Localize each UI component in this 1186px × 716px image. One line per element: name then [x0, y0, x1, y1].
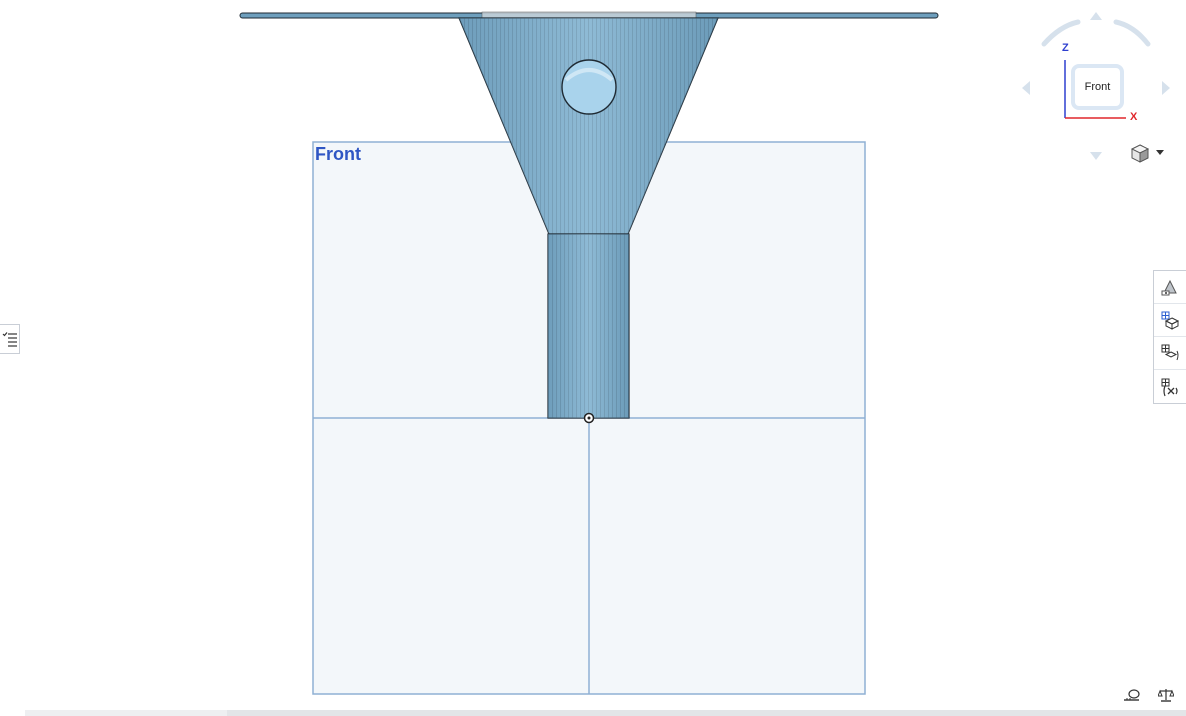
- display-states-button[interactable]: [1154, 304, 1186, 337]
- view-cube[interactable]: Front Z X: [1020, 8, 1170, 168]
- configurations-button[interactable]: [1154, 337, 1186, 370]
- rotate-right-arrow: [1113, 19, 1151, 47]
- measure-button[interactable]: [1122, 686, 1142, 704]
- mass-properties-button[interactable]: [1156, 686, 1176, 704]
- axis-z-label: Z: [1062, 42, 1069, 54]
- view-cube-menu[interactable]: [1130, 142, 1170, 164]
- nav-right-triangle: [1162, 81, 1170, 95]
- view-cube-arrows: [1022, 12, 1170, 160]
- variables-button[interactable]: [1154, 370, 1186, 403]
- view-cube-face[interactable]: Front: [1071, 64, 1124, 110]
- rotate-left-arrow: [1041, 19, 1081, 47]
- cube-icon: [1130, 144, 1150, 163]
- nav-up-triangle: [1090, 12, 1102, 20]
- measure-tape-icon: [1124, 689, 1140, 701]
- plane-label: Front: [315, 144, 361, 164]
- axis-x-label: X: [1130, 111, 1138, 123]
- horizontal-scrollbar[interactable]: [25, 710, 1186, 716]
- nav-down-triangle: [1090, 152, 1102, 160]
- appearance-button[interactable]: [1154, 271, 1186, 304]
- view-config-icon: [1161, 344, 1179, 361]
- model-part[interactable]: [239, 11, 939, 419]
- feature-list-toggle[interactable]: [0, 324, 20, 354]
- appearance-icon: [1161, 279, 1177, 296]
- mass-properties-icon: [1158, 689, 1174, 702]
- display-states-icon: [1161, 311, 1180, 330]
- right-toolbar: [1153, 270, 1186, 404]
- origin-point[interactable]: [583, 412, 595, 424]
- variables-icon: [1161, 378, 1178, 396]
- scrollbar-thumb[interactable]: [25, 710, 227, 716]
- list-icon: [2, 332, 17, 347]
- nav-left-triangle: [1022, 81, 1030, 95]
- chevron-down-icon: [1156, 150, 1164, 155]
